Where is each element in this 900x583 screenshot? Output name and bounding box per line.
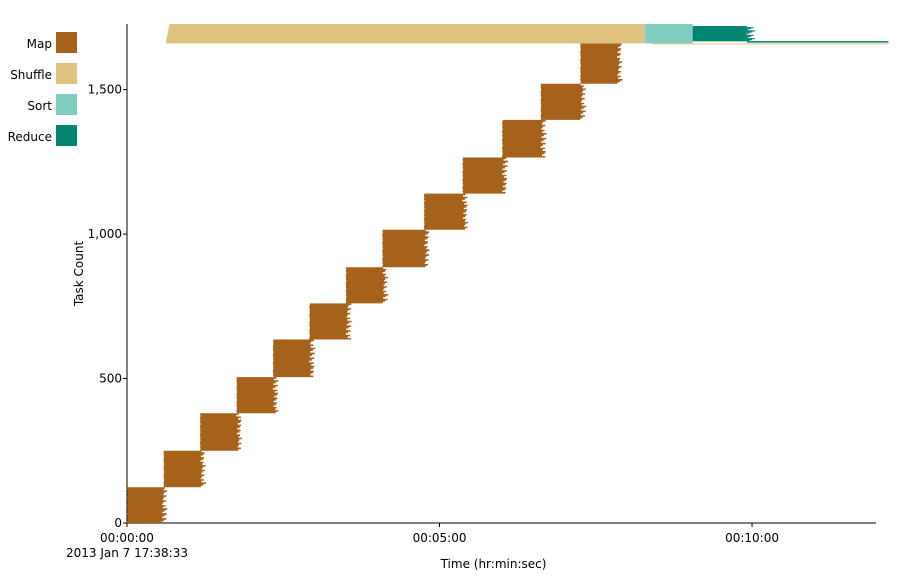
legend: Map Shuffle Sort Reduce <box>0 32 90 156</box>
legend-swatch-shuffle <box>56 63 77 84</box>
map-wave-band <box>580 43 623 84</box>
legend-swatch-map <box>56 32 77 53</box>
y-tick-label: 1,000 <box>88 227 122 241</box>
y-axis-title: Task Count <box>72 241 86 308</box>
y-tick-label: 1,500 <box>88 83 122 97</box>
x-tick-label: 00:10:00 <box>725 531 779 545</box>
map-wave-band <box>272 339 316 378</box>
x-tick-label: 00:00:00 <box>100 531 154 545</box>
legend-item-sort: Sort <box>0 94 90 125</box>
legend-label: Map <box>26 37 52 51</box>
legend-label: Reduce <box>7 130 52 144</box>
x-subtitle-label: 2013 Jan 7 17:38:33 <box>66 546 188 560</box>
map-wave-band <box>236 377 279 414</box>
map-wave-band <box>163 450 206 488</box>
legend-item-shuffle: Shuffle <box>0 63 90 94</box>
map-wave-band <box>462 157 508 194</box>
shuffle-band <box>165 24 645 44</box>
map-wave-band <box>127 487 168 523</box>
x-tick-label: 00:05:00 <box>413 531 467 545</box>
map-wave-band <box>423 193 468 230</box>
map-wave-band <box>540 83 587 120</box>
map-wave-band <box>345 267 389 304</box>
sort-band <box>644 24 693 44</box>
x-axis-title: Time (hr:min:sec) <box>440 557 547 571</box>
legend-label: Sort <box>27 99 52 113</box>
legend-item-map: Map <box>0 32 90 63</box>
reduce-band <box>692 26 747 42</box>
map-wave-band <box>502 119 547 158</box>
reduce-tail-ragged <box>746 26 755 42</box>
map-wave-band <box>309 303 352 340</box>
legend-swatch-reduce <box>56 125 77 146</box>
legend-swatch-sort <box>56 94 77 115</box>
map-wave-band <box>199 413 242 451</box>
legend-label: Shuffle <box>10 68 52 82</box>
map-wave-band <box>382 229 430 268</box>
legend-item-reduce: Reduce <box>0 125 90 156</box>
y-tick-label: 0 <box>114 516 122 530</box>
y-tick-label: 500 <box>99 372 122 386</box>
